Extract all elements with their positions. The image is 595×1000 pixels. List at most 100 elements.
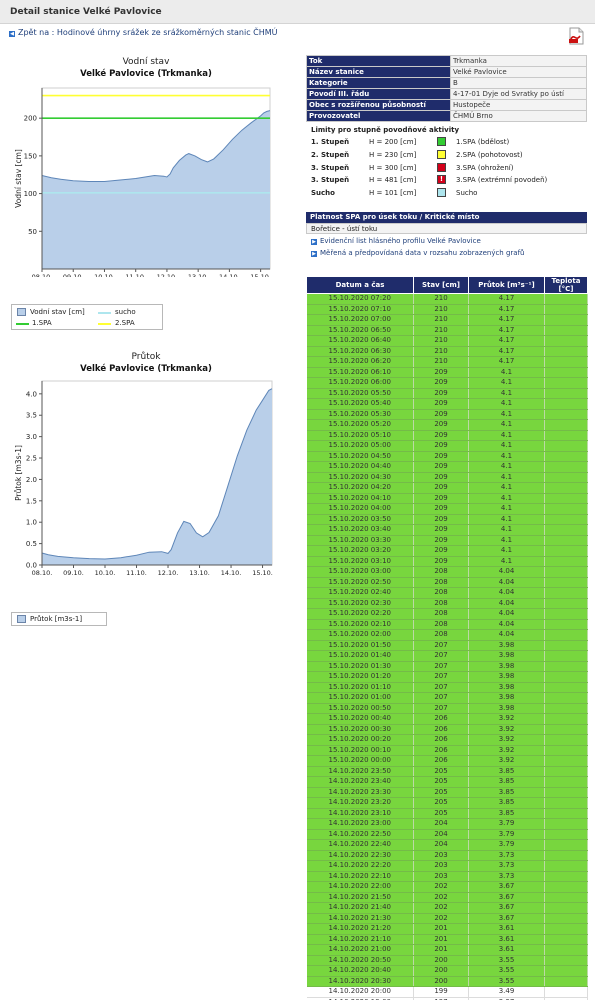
table-row[interactable]: 15.10.2020 00:10 206 3.92 xyxy=(306,745,588,756)
table-row[interactable]: 15.10.2020 03:30 209 4.1 xyxy=(306,535,588,546)
table-row[interactable]: 15.10.2020 04:30 209 4.1 xyxy=(306,472,588,483)
table-row[interactable]: 14.10.2020 22:10 203 3.73 xyxy=(306,871,588,882)
table-row[interactable]: 15.10.2020 05:20 209 4.1 xyxy=(306,419,588,431)
table-row[interactable]: 15.10.2020 00:50 207 3.98 xyxy=(306,703,588,714)
cell-temperature xyxy=(544,440,588,452)
table-row[interactable]: 14.10.2020 21:10 201 3.61 xyxy=(306,934,588,945)
table-row[interactable]: 15.10.2020 06:30 210 4.17 xyxy=(306,346,588,357)
table-row[interactable]: 14.10.2020 20:40 200 3.55 xyxy=(306,965,588,977)
table-row[interactable]: 15.10.2020 05:10 209 4.1 xyxy=(306,430,588,441)
table-row[interactable]: 15.10.2020 00:20 206 3.92 xyxy=(306,734,588,746)
column-header-temperature[interactable]: Teplota [°C] xyxy=(544,276,588,294)
table-row[interactable]: 15.10.2020 02:40 208 4.04 xyxy=(306,587,588,599)
forecast-data-link[interactable]: ▶ Měřená a předpovídaná data v rozsahu zo… xyxy=(311,249,524,257)
table-row[interactable]: 14.10.2020 19:001973.37 xyxy=(306,997,588,1000)
table-row[interactable]: 14.10.2020 21:20 201 3.61 xyxy=(306,923,588,935)
table-row[interactable]: 15.10.2020 01:00 207 3.98 xyxy=(306,692,588,704)
chart-title: Vodní stav xyxy=(123,57,170,67)
table-row[interactable]: 15.10.2020 05:40 209 4.1 xyxy=(306,398,588,410)
cell-datetime: 15.10.2020 07:10 xyxy=(306,304,414,315)
table-row[interactable]: 14.10.2020 21:50 202 3.67 xyxy=(306,892,588,903)
table-row[interactable]: 15.10.2020 06:10 209 4.1 xyxy=(306,367,588,378)
evidence-sheet-link[interactable]: ▶ Evidenční list hlásného profilu Velké P… xyxy=(311,237,481,245)
table-row[interactable]: 15.10.2020 00:30 206 3.92 xyxy=(306,724,588,735)
table-row[interactable]: 15.10.2020 04:10 209 4.1 xyxy=(306,493,588,504)
table-row[interactable]: 15.10.2020 07:00 210 4.17 xyxy=(306,314,588,326)
table-row[interactable]: 14.10.2020 23:40 205 3.85 xyxy=(306,776,588,788)
table-row[interactable]: 15.10.2020 02:00 208 4.04 xyxy=(306,629,588,641)
column-header-flow[interactable]: Průtok [m³s⁻¹] xyxy=(468,276,545,294)
table-row[interactable]: 15.10.2020 05:30 209 4.1 xyxy=(306,409,588,420)
table-row[interactable]: 14.10.2020 22:40 204 3.79 xyxy=(306,839,588,851)
table-row[interactable]: 15.10.2020 05:50 209 4.1 xyxy=(306,388,588,399)
table-row[interactable]: 14.10.2020 22:00 202 3.67 xyxy=(306,881,588,893)
cell-level: 202 xyxy=(413,913,469,924)
cell-datetime: 15.10.2020 00:00 xyxy=(306,755,414,767)
cell-flow: 3.67 xyxy=(468,902,545,914)
table-row[interactable]: 14.10.2020 22:30 203 3.73 xyxy=(306,850,588,861)
cell-datetime: 15.10.2020 06:50 xyxy=(306,325,414,336)
cell-temperature xyxy=(544,535,588,546)
cell-datetime: 14.10.2020 21:20 xyxy=(306,923,414,935)
cell-temperature xyxy=(544,881,588,893)
cell-flow: 4.1 xyxy=(468,430,545,441)
table-row[interactable]: 15.10.2020 03:40 209 4.1 xyxy=(306,524,588,536)
table-row[interactable]: 14.10.2020 21:30 202 3.67 xyxy=(306,913,588,924)
table-row[interactable]: 15.10.2020 02:20 208 4.04 xyxy=(306,608,588,620)
table-row[interactable]: 14.10.2020 21:00 201 3.61 xyxy=(306,944,588,956)
pdf-icon[interactable] xyxy=(568,27,585,45)
table-row[interactable]: 15.10.2020 06:00 209 4.1 xyxy=(306,377,588,389)
table-row[interactable]: 15.10.2020 03:00 208 4.04 xyxy=(306,566,588,578)
table-row[interactable]: 14.10.2020 20:30 200 3.55 xyxy=(306,976,588,987)
cell-flow: 4.1 xyxy=(468,545,545,557)
limit-description: 2.SPA (pohotovost) xyxy=(456,151,523,159)
table-row[interactable]: 14.10.2020 22:50 204 3.79 xyxy=(306,829,588,840)
table-row[interactable]: 14.10.2020 23:10 205 3.85 xyxy=(306,808,588,819)
table-row[interactable]: 15.10.2020 04:00 209 4.1 xyxy=(306,503,588,515)
table-row[interactable]: 15.10.2020 04:20 209 4.1 xyxy=(306,482,588,494)
cell-temperature xyxy=(544,692,588,704)
table-row[interactable]: 14.10.2020 20:00 199 3.49 xyxy=(306,986,588,998)
table-row[interactable]: 14.10.2020 23:20 205 3.85 xyxy=(306,797,588,809)
table-row[interactable]: 15.10.2020 03:50 209 4.1 xyxy=(306,514,588,525)
table-row[interactable]: 15.10.2020 02:10 208 4.04 xyxy=(306,619,588,630)
evidence-sheet-link-label: Evidenční list hlásného profilu Velké Pa… xyxy=(320,237,481,245)
table-row[interactable]: 15.10.2020 06:40 210 4.17 xyxy=(306,335,588,347)
table-row[interactable]: 15.10.2020 06:20 210 4.17 xyxy=(306,356,588,368)
table-row[interactable]: 15.10.2020 04:40 209 4.1 xyxy=(306,461,588,473)
table-row[interactable]: 14.10.2020 23:50 205 3.85 xyxy=(306,766,588,777)
cell-temperature xyxy=(544,902,588,914)
table-row[interactable]: 15.10.2020 02:30 208 4.04 xyxy=(306,598,588,609)
column-header-datetime[interactable]: Datum a čas xyxy=(306,276,414,294)
window-title: Detail stanice Velké Pavlovice xyxy=(10,7,162,17)
table-row[interactable]: 14.10.2020 20:50 200 3.55 xyxy=(306,955,588,966)
spa-value: Bořetice - ústí toku xyxy=(306,223,587,234)
table-row[interactable]: 15.10.2020 01:30 207 3.98 xyxy=(306,661,588,672)
cell-level: 209 xyxy=(413,493,469,504)
table-row[interactable]: 15.10.2020 03:20 209 4.1 xyxy=(306,545,588,557)
table-row[interactable]: 15.10.2020 04:50 209 4.1 xyxy=(306,451,588,462)
table-row[interactable]: 15.10.2020 01:40 207 3.98 xyxy=(306,650,588,662)
water-level-chart: Vodní stav Velké Pavlovice (Trkmanka) 50 10… xyxy=(8,52,278,337)
table-row[interactable]: 14.10.2020 23:30 205 3.85 xyxy=(306,787,588,798)
legend-label-spa1: 1.SPA xyxy=(32,319,52,327)
table-row[interactable]: 14.10.2020 23:00 204 3.79 xyxy=(306,818,588,830)
table-row[interactable]: 15.10.2020 00:40 206 3.92 xyxy=(306,713,588,725)
table-row[interactable]: 15.10.2020 02:50 208 4.04 xyxy=(306,577,588,588)
table-row[interactable]: 15.10.2020 05:00 209 4.1 xyxy=(306,440,588,452)
table-row[interactable]: 15.10.2020 06:50 210 4.17 xyxy=(306,325,588,336)
cell-flow: 3.92 xyxy=(468,724,545,735)
table-row[interactable]: 15.10.2020 01:10 207 3.98 xyxy=(306,682,588,693)
table-row[interactable]: 15.10.2020 07:10 210 4.17 xyxy=(306,304,588,315)
table-row[interactable]: 15.10.2020 01:20 207 3.98 xyxy=(306,671,588,683)
cell-flow: 4.1 xyxy=(468,451,545,462)
table-row[interactable]: 15.10.2020 00:00 206 3.92 xyxy=(306,755,588,767)
table-row[interactable]: 15.10.2020 07:20 210 4.17 xyxy=(306,293,588,305)
table-row[interactable]: 15.10.2020 03:10 209 4.1 xyxy=(306,556,588,567)
back-link[interactable]: ◀ Zpět na : Hodinové úhrny srážek ze sráž… xyxy=(9,28,278,37)
table-row[interactable]: 14.10.2020 22:20 203 3.73 xyxy=(306,860,588,872)
column-header-level[interactable]: Stav [cm] xyxy=(413,276,469,294)
cell-temperature xyxy=(544,545,588,557)
table-row[interactable]: 15.10.2020 01:50 207 3.98 xyxy=(306,640,588,651)
table-row[interactable]: 14.10.2020 21:40 202 3.67 xyxy=(306,902,588,914)
